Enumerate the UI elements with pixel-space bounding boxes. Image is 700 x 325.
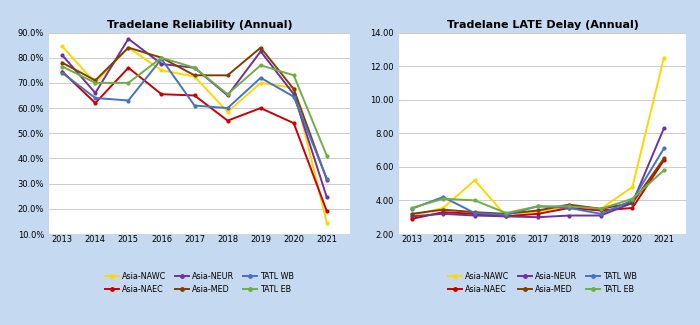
- Title: Tradelane LATE Delay (Annual): Tradelane LATE Delay (Annual): [447, 20, 638, 30]
- Legend: Asia-NAWC, Asia-NAEC, Asia-NEUR, Asia-MED, TATL WB, TATL EB: Asia-NAWC, Asia-NAEC, Asia-NEUR, Asia-ME…: [105, 272, 294, 293]
- Legend: Asia-NAWC, Asia-NAEC, Asia-NEUR, Asia-MED, TATL WB, TATL EB: Asia-NAWC, Asia-NAEC, Asia-NEUR, Asia-ME…: [448, 272, 637, 293]
- Title: Tradelane Reliability (Annual): Tradelane Reliability (Annual): [106, 20, 293, 30]
